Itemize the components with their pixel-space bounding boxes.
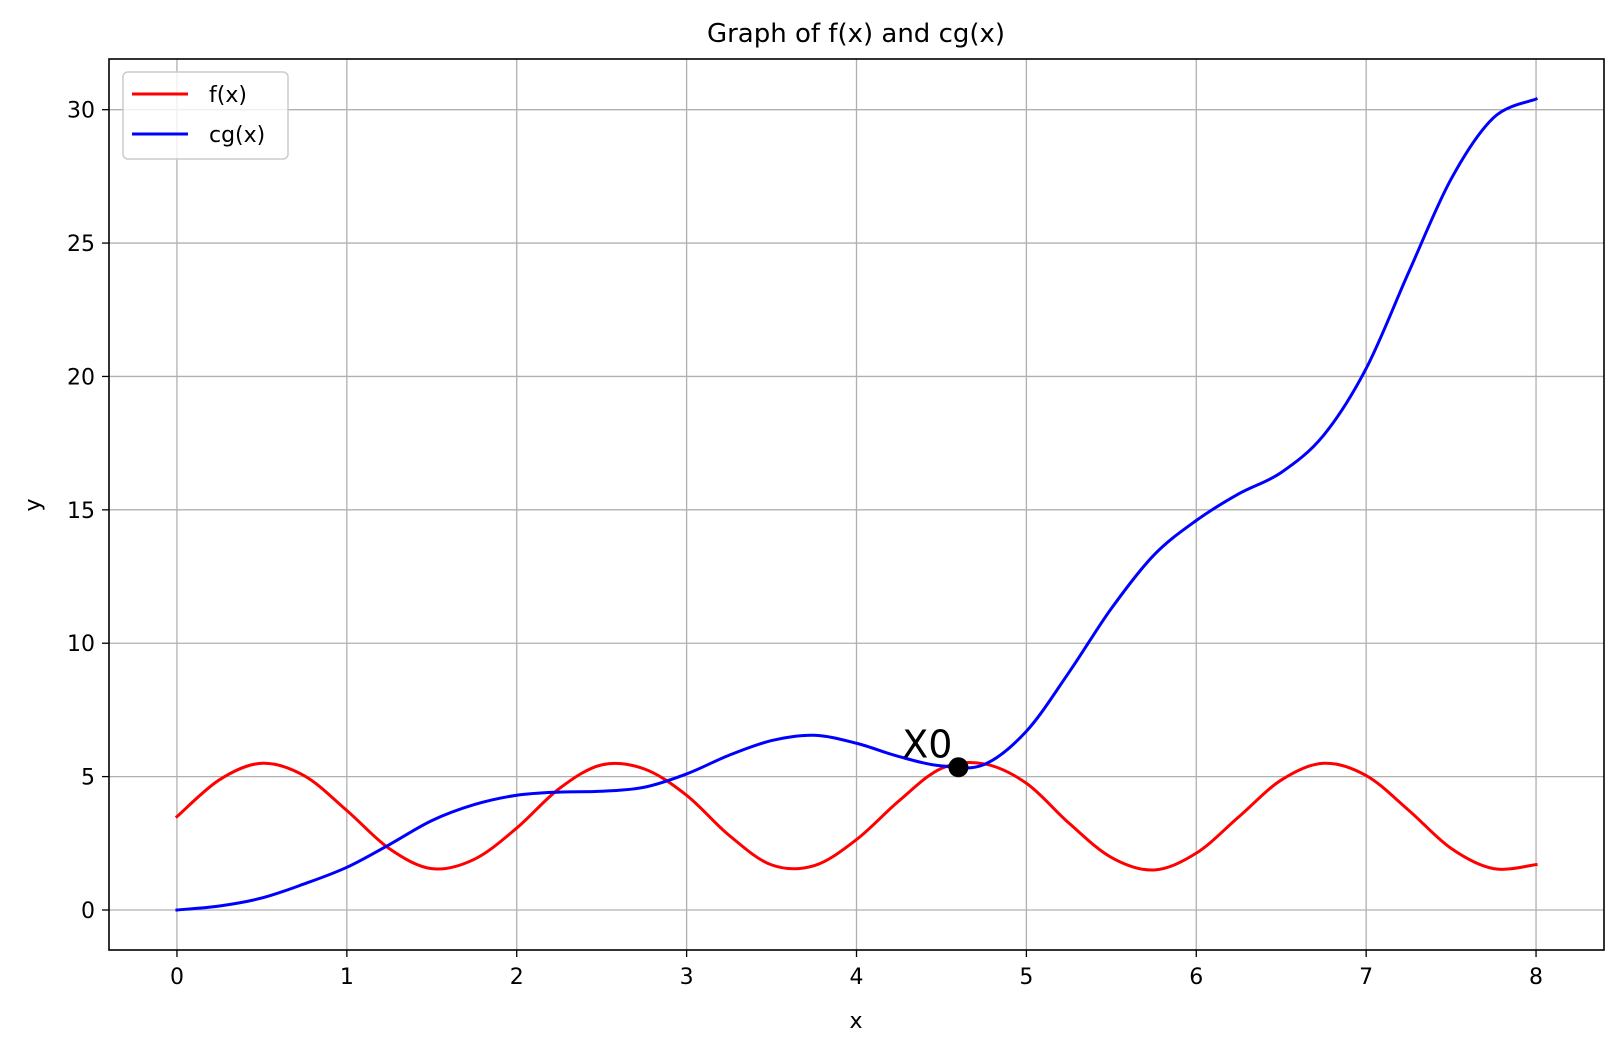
annotation-layer: X0 bbox=[902, 722, 969, 778]
x-axis-label: x bbox=[849, 1009, 862, 1034]
y-tick-label: 30 bbox=[67, 99, 95, 124]
y-tick-label: 25 bbox=[67, 232, 95, 257]
y-axis-ticks: 0 5 10 15 20 25 30 bbox=[67, 99, 109, 924]
y-axis-label: y bbox=[21, 498, 46, 511]
legend-label-fx: f(x) bbox=[209, 83, 247, 108]
x-tick-label: 4 bbox=[850, 965, 864, 990]
y-tick-label: 0 bbox=[81, 899, 95, 924]
x-tick-label: 8 bbox=[1529, 965, 1543, 990]
y-tick-label: 5 bbox=[81, 766, 95, 791]
legend-label-cgx: cg(x) bbox=[209, 123, 265, 148]
x-tick-label: 0 bbox=[170, 965, 184, 990]
annotation-point bbox=[948, 757, 969, 778]
series-line-cgx bbox=[175, 97, 1539, 912]
x-tick-label: 2 bbox=[510, 965, 524, 990]
x-axis-ticks: 0 1 2 3 4 5 6 7 8 bbox=[170, 950, 1543, 990]
y-tick-label: 10 bbox=[67, 632, 95, 657]
chart-title: Graph of f(x) and cg(x) bbox=[707, 19, 1005, 49]
x-tick-label: 3 bbox=[680, 965, 694, 990]
x-tick-label: 7 bbox=[1359, 965, 1373, 990]
x-tick-label: 6 bbox=[1189, 965, 1203, 990]
y-tick-label: 20 bbox=[67, 365, 95, 390]
y-tick-label: 15 bbox=[67, 499, 95, 524]
x-tick-label: 5 bbox=[1019, 965, 1033, 990]
series-line-fx bbox=[174, 761, 1538, 872]
annotation-label: X0 bbox=[902, 722, 952, 766]
series-layer bbox=[174, 97, 1539, 912]
legend: f(x) cg(x) bbox=[122, 71, 289, 160]
grid bbox=[109, 59, 1604, 950]
x-tick-label: 1 bbox=[340, 965, 354, 990]
plot-area: X0 bbox=[108, 58, 1605, 951]
